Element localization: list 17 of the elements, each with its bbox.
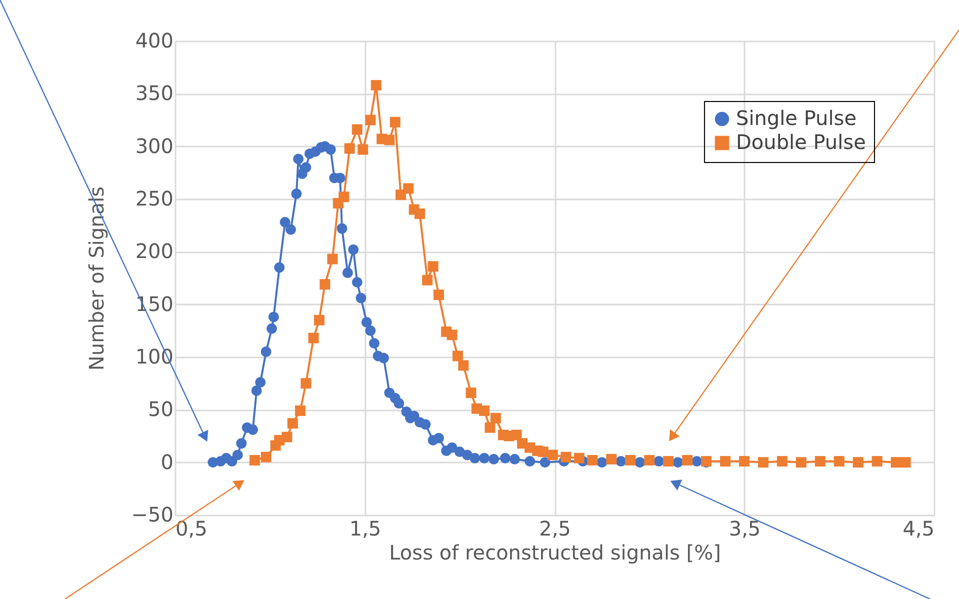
y-tick-label: 0	[160, 450, 174, 474]
y-tick-label: 200	[135, 239, 174, 264]
x-axis-title: Loss of reconstructed signals [%]	[389, 540, 721, 564]
x-tick-label: 1,5	[349, 516, 382, 540]
y-tick-label: 50	[148, 397, 174, 422]
y-tick-label: 250	[135, 186, 174, 210]
x-tick-label: 3,5	[728, 516, 761, 540]
y-tick-label: 400	[135, 28, 174, 52]
legend-label: Single Pulse	[736, 106, 857, 130]
x-tick-label: 2,5	[539, 516, 571, 540]
y-tick-label: 350	[135, 81, 174, 106]
x-tick-label: 4,5	[902, 516, 934, 540]
y-axis-title: Number of Signals	[84, 186, 108, 371]
x-tick-label: 0,5	[176, 516, 208, 540]
legend-label: Double Pulse	[736, 130, 866, 154]
y-tick-label: −50	[131, 502, 174, 526]
y-tick-label: 300	[135, 134, 174, 158]
